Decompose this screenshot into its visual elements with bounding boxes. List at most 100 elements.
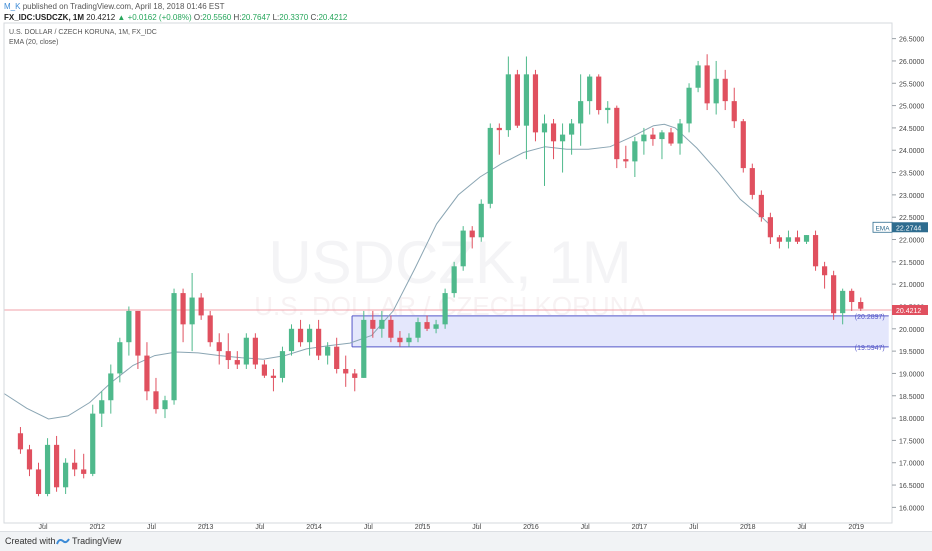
candle[interactable] [343, 355, 349, 387]
candle[interactable] [198, 293, 204, 320]
candle[interactable] [632, 136, 638, 178]
candle[interactable] [858, 297, 864, 311]
candle[interactable] [487, 123, 493, 209]
candle[interactable] [532, 69, 539, 142]
candle[interactable] [135, 310, 141, 369]
support-zone[interactable] [352, 315, 889, 347]
candle[interactable] [650, 127, 656, 146]
candle[interactable] [90, 404, 96, 477]
author-link[interactable]: M_K [4, 2, 21, 11]
candle[interactable] [496, 123, 502, 155]
candle[interactable] [234, 351, 240, 369]
candle[interactable] [758, 190, 764, 222]
candle[interactable] [659, 130, 665, 160]
candle[interactable] [623, 145, 629, 169]
candle[interactable] [785, 230, 792, 249]
candle[interactable] [514, 69, 520, 128]
candle[interactable] [44, 438, 51, 497]
candle[interactable] [26, 444, 33, 477]
candle[interactable] [704, 54, 710, 111]
candle[interactable] [379, 310, 385, 338]
candle[interactable] [207, 310, 213, 347]
candle[interactable] [469, 226, 475, 249]
candle[interactable] [270, 368, 277, 392]
candle[interactable] [821, 261, 828, 289]
candle[interactable] [72, 449, 78, 477]
candle[interactable] [352, 368, 358, 392]
candle[interactable] [144, 342, 150, 401]
candle[interactable] [541, 114, 548, 186]
candle[interactable] [559, 123, 566, 173]
ema-line[interactable] [3, 123, 774, 420]
candle[interactable] [415, 317, 421, 343]
candle[interactable] [550, 118, 557, 160]
candle[interactable] [812, 230, 819, 271]
candle[interactable] [677, 118, 683, 155]
candle[interactable] [370, 310, 376, 338]
candle[interactable] [587, 74, 593, 115]
candle[interactable] [722, 69, 728, 111]
candle[interactable] [614, 105, 620, 169]
candle[interactable] [189, 273, 195, 352]
candle[interactable] [849, 288, 855, 311]
candle[interactable] [35, 462, 42, 497]
candle[interactable] [17, 427, 24, 454]
candle[interactable] [505, 56, 511, 137]
candle[interactable] [63, 458, 69, 494]
candle[interactable] [81, 453, 87, 479]
candle[interactable] [740, 118, 746, 173]
candle[interactable] [288, 324, 295, 356]
candle[interactable] [641, 127, 647, 155]
candle[interactable] [53, 435, 60, 492]
candle[interactable] [713, 60, 719, 115]
candle[interactable] [99, 391, 105, 428]
candle[interactable] [180, 288, 186, 343]
candle[interactable] [578, 74, 584, 146]
tradingview-brand[interactable]: TradingView [72, 536, 122, 546]
candle[interactable] [126, 306, 132, 356]
candle[interactable] [108, 364, 114, 414]
price-chart[interactable]: USDCZK, 1M U.S. DOLLAR / CZECH KORUNA (2… [0, 0, 932, 531]
candle[interactable] [117, 337, 123, 383]
candle[interactable] [776, 235, 783, 249]
candle[interactable] [225, 333, 231, 369]
candle[interactable] [388, 315, 394, 343]
candle[interactable] [261, 360, 268, 378]
candle[interactable] [668, 127, 674, 146]
candle[interactable] [297, 319, 304, 347]
tradingview-logo-icon[interactable] [56, 537, 70, 546]
candle[interactable] [397, 331, 403, 347]
candle[interactable] [451, 261, 457, 298]
candle[interactable] [279, 346, 286, 383]
candle[interactable] [243, 333, 249, 369]
candle[interactable] [803, 235, 810, 244]
candle[interactable] [460, 226, 466, 271]
candle[interactable] [406, 333, 412, 347]
candle[interactable] [605, 101, 611, 124]
candle[interactable] [171, 288, 177, 405]
candle[interactable] [831, 270, 837, 320]
candle[interactable] [306, 324, 313, 356]
candle[interactable] [523, 56, 530, 160]
candle[interactable] [767, 212, 773, 244]
candle[interactable] [569, 118, 575, 155]
candle[interactable] [216, 333, 222, 365]
candle[interactable] [153, 377, 159, 414]
indicator-legend[interactable]: EMA (20, close) [9, 39, 59, 46]
candle[interactable] [162, 395, 168, 419]
candle[interactable] [749, 163, 755, 200]
candle[interactable] [325, 342, 331, 365]
candle[interactable] [731, 87, 737, 128]
candle[interactable] [442, 288, 448, 329]
candle[interactable] [596, 74, 602, 115]
candle[interactable] [433, 319, 439, 334]
candle[interactable] [794, 230, 801, 244]
candle[interactable] [424, 315, 430, 332]
candle[interactable] [840, 288, 846, 325]
candle[interactable] [695, 60, 701, 93]
candle[interactable] [686, 83, 692, 133]
candle[interactable] [252, 333, 258, 369]
candle[interactable] [361, 310, 367, 378]
candle[interactable] [316, 319, 322, 361]
candle[interactable] [334, 337, 340, 374]
